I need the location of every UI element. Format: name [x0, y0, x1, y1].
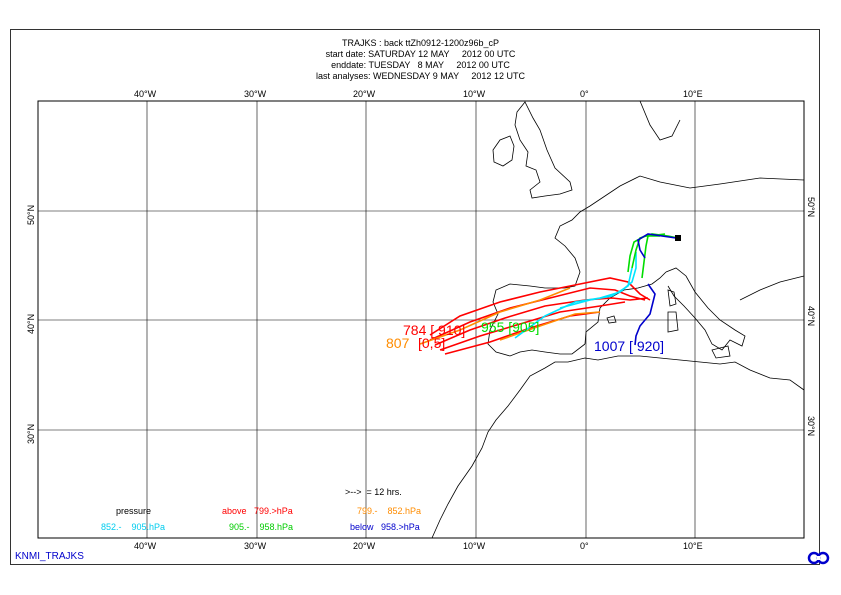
- legend-green-range: 905.- 958.hPa: [229, 522, 294, 532]
- svg-text:0°: 0°: [580, 89, 589, 99]
- start-point-marker: [675, 235, 681, 241]
- start-date: start date: SATURDAY 12 MAY 2012 00 UTC: [325, 49, 516, 59]
- svg-text:40°W: 40°W: [134, 541, 157, 551]
- annotation-green: 955 [905]: [481, 319, 539, 335]
- svg-text:20°W: 20°W: [353, 541, 376, 551]
- lon-labels-top: 40°W 30°W 20°W 10°W 0° 10°E: [134, 89, 703, 99]
- lat-labels-right: 50°N 40°N 30°N: [806, 197, 816, 436]
- annotation-blue: 1007 [ 920]: [594, 338, 664, 354]
- legend-pressure-label: pressure: [116, 506, 152, 516]
- ecmwf-logo-icon: [807, 551, 830, 565]
- map-border: [37, 100, 805, 539]
- graticule: [38, 101, 804, 538]
- svg-text:30°W: 30°W: [244, 89, 267, 99]
- legend-time-step: >--> = 12 hrs.: [345, 487, 402, 497]
- svg-text:30°W: 30°W: [244, 541, 267, 551]
- svg-text:50°N: 50°N: [26, 205, 36, 225]
- trajectory-lines: [419, 233, 679, 355]
- legend-below: below 958.>hPa: [350, 522, 420, 532]
- map-title: TRAJKS : back ttZh0912-1200z96b_cP: [341, 38, 500, 48]
- svg-text:10°E: 10°E: [683, 89, 703, 99]
- annotation-overlap: [0,5]: [418, 335, 445, 351]
- end-date: enddate: TUESDAY 8 MAY 2012 00 UTC: [331, 60, 510, 70]
- annotation-orange: 807: [386, 335, 410, 351]
- figure-frame: [10, 29, 820, 565]
- legend-cyan-range: 852.- 905.hPa: [101, 522, 166, 532]
- svg-text:50°N: 50°N: [806, 197, 816, 217]
- svg-text:10°W: 10°W: [463, 89, 486, 99]
- svg-text:40°N: 40°N: [806, 306, 816, 326]
- last-analyses: last analyses: WEDNESDAY 9 MAY 2012 12 U…: [316, 71, 525, 81]
- svg-text:30°N: 30°N: [806, 416, 816, 436]
- svg-text:40°W: 40°W: [134, 89, 157, 99]
- svg-text:10°E: 10°E: [683, 541, 703, 551]
- svg-text:0°: 0°: [580, 541, 589, 551]
- knmi-trajks-label: KNMI_TRAJKS: [15, 551, 84, 562]
- legend-above: above 799.>hPa: [222, 506, 293, 516]
- lat-labels-left: 50°N 40°N 30°N: [26, 205, 36, 444]
- svg-text:10°W: 10°W: [463, 541, 486, 551]
- svg-text:20°W: 20°W: [353, 89, 376, 99]
- svg-text:40°N: 40°N: [26, 314, 36, 334]
- svg-text:30°N: 30°N: [26, 424, 36, 444]
- coastlines: [431, 100, 805, 539]
- annotation-red: 784 [ 910]: [403, 322, 465, 338]
- legend-orange-range: 799.- 852.hPa: [357, 506, 422, 516]
- lon-labels-bottom: 40°W 30°W 20°W 10°W 0° 10°E: [134, 541, 703, 551]
